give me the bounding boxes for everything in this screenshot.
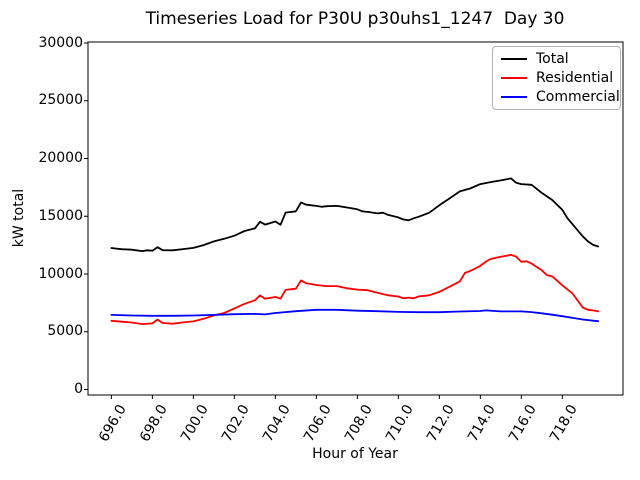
y-tick-label: 10000 — [38, 265, 83, 282]
legend-entry-total: Total — [501, 51, 612, 67]
y-tick-label: 0 — [74, 381, 83, 397]
legend-entry-commercial: Commercial — [501, 89, 620, 105]
series-line-total — [110, 177, 600, 253]
series-line-residential — [110, 253, 600, 326]
y-tick-label: 25000 — [38, 92, 83, 109]
chart-title: Timeseries Load for P30U p30uhs1_1247 Da… — [145, 9, 565, 29]
series-line-commercial — [110, 308, 600, 323]
legend-label-total: Total — [536, 50, 569, 67]
legend-label-residential: Residential — [536, 69, 614, 86]
y-tick-label: 20000 — [38, 150, 83, 166]
y-tick-label: 5000 — [47, 323, 83, 340]
y-tick-label: 30000 — [38, 34, 83, 51]
commercial-line-sample — [501, 96, 527, 99]
y-tick-label: 15000 — [38, 207, 83, 224]
legend-entry-residential: Residential — [501, 69, 614, 86]
legend-label-commercial: Commercial — [536, 89, 620, 106]
x-axis-label: Hour of Year — [312, 446, 398, 462]
total-line-sample — [501, 57, 527, 60]
axes-spines — [87, 41, 624, 396]
legend: Total Residential Commercial — [492, 46, 621, 110]
residential-line-sample — [501, 76, 527, 79]
